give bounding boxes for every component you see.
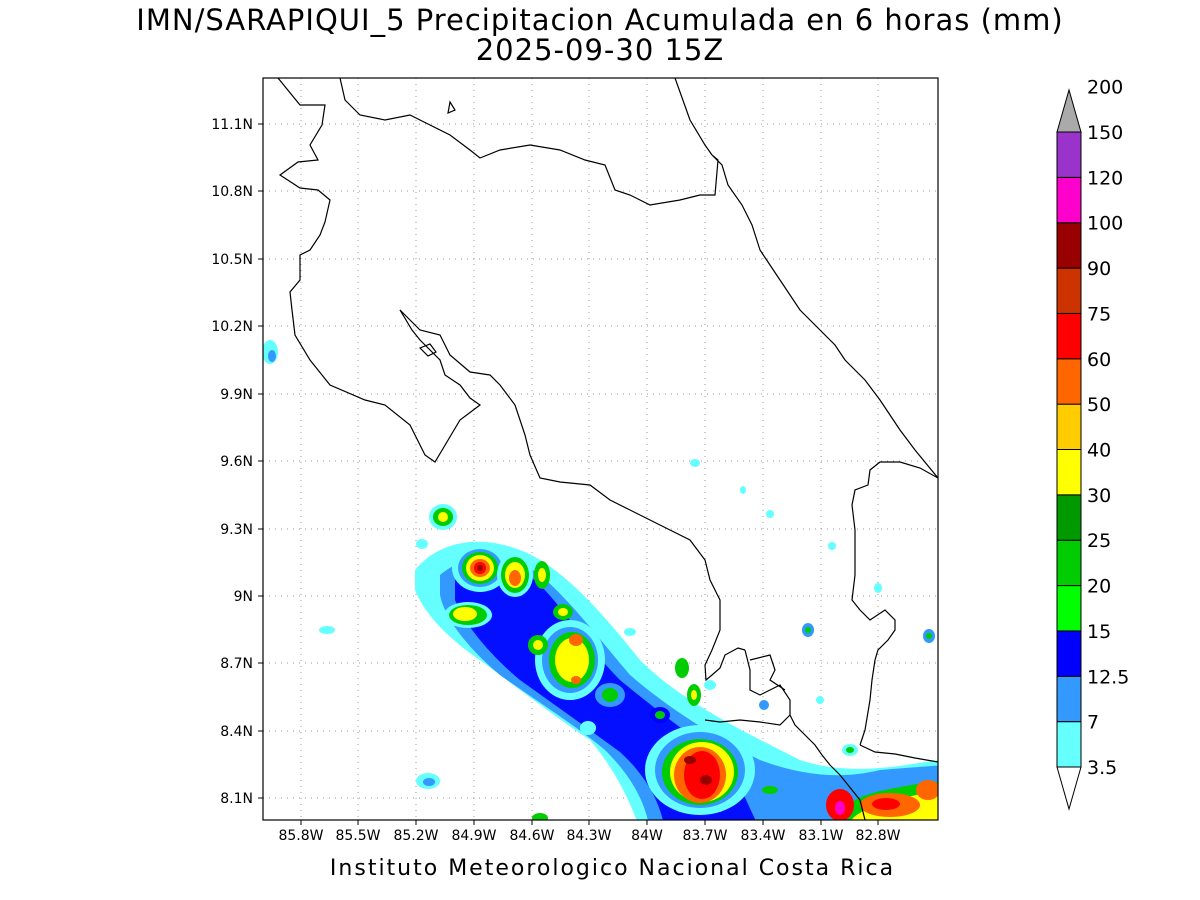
colorbar-level-label: 200 (1087, 77, 1123, 99)
colorbar-swatch (1056, 267, 1082, 314)
colorbar-level-label: 3.5 (1087, 757, 1117, 779)
colorbar-level-label: 100 (1087, 213, 1123, 235)
lat-tick-label: 9.6N (220, 454, 253, 470)
plot-frame (262, 77, 939, 821)
colorbar-overflow-triangle (1056, 88, 1082, 133)
colorbar-swatch (1056, 630, 1082, 677)
colorbar-swatch (1056, 358, 1082, 405)
lat-tick-label: 10.5N (211, 252, 253, 268)
lat-tick-label: 9N (234, 589, 253, 605)
colorbar-level-label: 7 (1087, 712, 1099, 734)
colorbar-level-label: 20 (1087, 576, 1111, 598)
lat-tick-label: 11.1N (211, 117, 253, 133)
longitude-axis: 85.8W 85.5W 85.2W 84.9W 84.6W 84.3W 84W … (278, 828, 900, 844)
lon-tick-label: 84.9W (451, 828, 496, 844)
lon-tick-label: 85.8W (278, 828, 323, 844)
map-subtitle-datetime: 2025-09-30 15Z (475, 33, 725, 67)
colorbar-level-label: 60 (1087, 349, 1111, 371)
colorbar-level-label: 15 (1087, 621, 1111, 643)
latitude-axis: 11.1N 10.8N 10.5N 10.2N 9.9N 9.6N 9.3N 9… (211, 117, 253, 807)
colorbar-level-label: 30 (1087, 485, 1111, 507)
colorbar-level-label: 120 (1087, 167, 1123, 189)
lat-tick-label: 10.2N (211, 319, 253, 335)
lon-tick-label: 85.2W (393, 828, 438, 844)
lat-tick-label: 8.4N (220, 724, 253, 740)
colorbar-level-label: 90 (1087, 258, 1111, 280)
lat-tick-label: 9.3N (220, 522, 253, 538)
colorbar-swatch (1056, 403, 1082, 450)
colorbar-swatch (1056, 131, 1082, 178)
colorbar-swatch (1056, 539, 1082, 587)
map-title: IMN/SARAPIQUI_5 Precipitacion Acumulada … (136, 3, 1064, 37)
colorbar-level-label: 40 (1087, 440, 1111, 462)
colorbar-legend: 3.5 7 12.5 15 20 25 30 40 50 60 75 90 100 120 150 200 (1056, 77, 1129, 811)
colorbar-swatch (1056, 449, 1082, 496)
footer-credit: Instituto Meteorologico Nacional Costa R… (329, 856, 896, 881)
colorbar-level-label: 150 (1087, 122, 1123, 144)
lat-tick-label: 10.8N (211, 184, 253, 200)
lat-tick-label: 8.1N (220, 791, 253, 807)
colorbar-level-label: 50 (1087, 394, 1111, 416)
colorbar-swatch (1056, 675, 1082, 723)
lat-tick-label: 9.9N (220, 387, 253, 403)
lon-tick-label: 85.5W (335, 828, 380, 844)
colorbar-swatch (1056, 494, 1082, 541)
lon-tick-label: 83.7W (682, 828, 727, 844)
lon-tick-label: 84.6W (509, 828, 554, 844)
colorbar-swatch (1056, 176, 1082, 224)
precipitation-field (263, 340, 938, 820)
lon-tick-label: 83.1W (798, 828, 843, 844)
lon-tick-label: 84W (631, 828, 663, 844)
lon-tick-label: 84.3W (566, 828, 611, 844)
lon-tick-label: 82.8W (855, 828, 900, 844)
colorbar-level-label: 75 (1087, 303, 1111, 325)
colorbar-level-label: 12.5 (1087, 666, 1129, 688)
colorbar-level-label: 25 (1087, 530, 1111, 552)
colorbar-swatch (1056, 721, 1082, 768)
lat-tick-label: 8.7N (220, 656, 253, 672)
lon-tick-label: 83.4W (740, 828, 785, 844)
coastline (277, 78, 938, 820)
colorbar-swatch (1056, 312, 1082, 360)
colorbar-swatch (1056, 585, 1082, 632)
colorbar-swatch (1056, 222, 1082, 269)
colorbar-underflow-triangle (1056, 766, 1082, 811)
